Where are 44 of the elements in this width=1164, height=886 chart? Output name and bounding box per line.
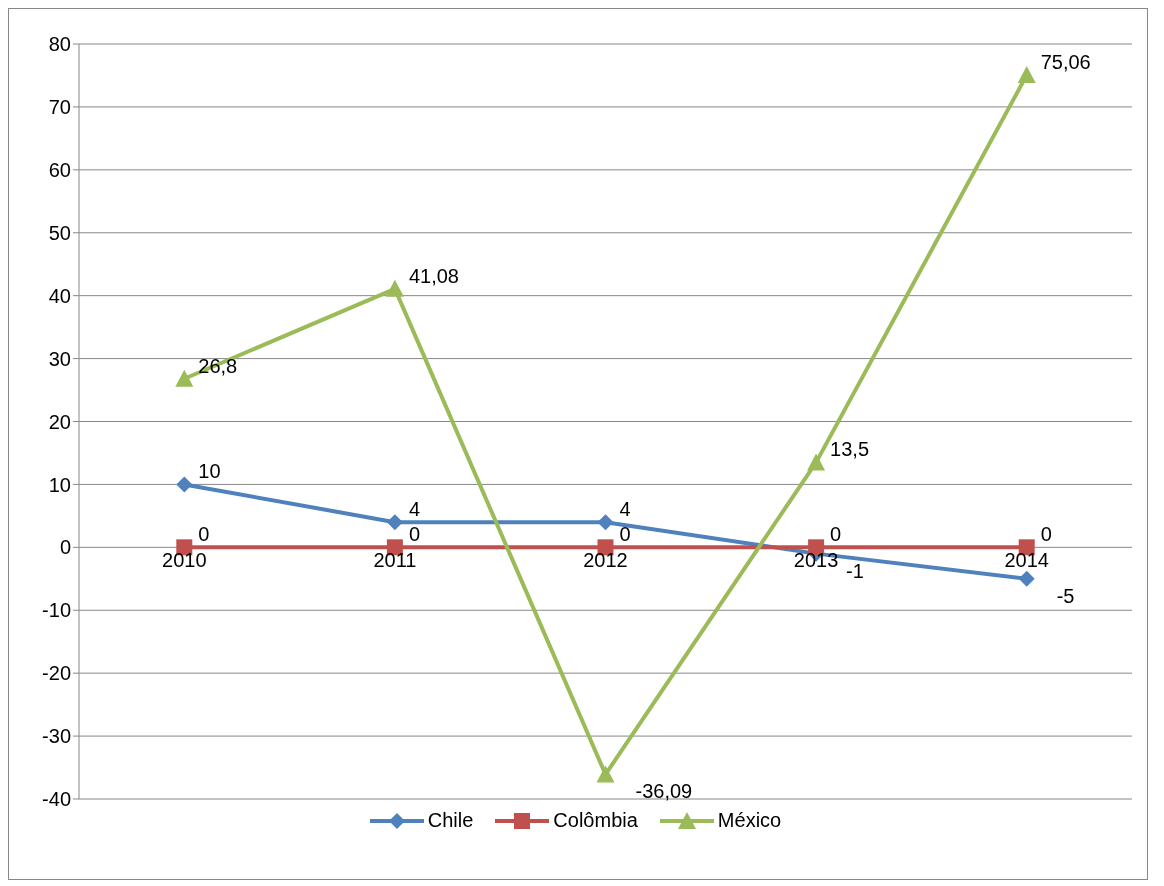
y-tick-label: 70 — [48, 96, 71, 119]
y-tick-label: 50 — [48, 221, 71, 244]
data-label: 0 — [408, 523, 421, 546]
y-tick-label: 80 — [48, 33, 71, 56]
data-label: 0 — [198, 523, 210, 546]
point — [1018, 570, 1035, 587]
legend-label: Colômbia — [552, 809, 638, 832]
point — [596, 765, 615, 783]
point — [807, 453, 826, 471]
y-tick-label: -30 — [42, 725, 71, 748]
data-label: 13,5 — [830, 438, 870, 461]
y-tick-label: 40 — [48, 284, 71, 307]
point — [175, 369, 194, 387]
x-tick-label: 2012 — [583, 549, 628, 572]
x-tick-label: 2011 — [373, 549, 417, 572]
data-label: 0 — [1040, 523, 1052, 546]
x-tick-label: 2010 — [162, 549, 207, 572]
point — [597, 514, 614, 531]
data-label: 4 — [408, 498, 421, 521]
y-tick-label: -20 — [42, 662, 71, 685]
data-label: 4 — [619, 498, 631, 521]
data-label: -5 — [1056, 584, 1075, 607]
y-tick-label: -10 — [42, 599, 71, 622]
data-label: 10 — [198, 460, 221, 483]
y-tick-label: 20 — [48, 410, 71, 433]
point — [176, 476, 193, 493]
point — [386, 514, 403, 531]
data-label: 0 — [830, 523, 842, 546]
legend-label: Chile — [426, 809, 474, 832]
point — [385, 279, 404, 297]
data-label: -36,09 — [635, 780, 693, 803]
point — [1017, 66, 1036, 84]
y-tick-label: 30 — [48, 347, 71, 370]
y-tick-label: -40 — [42, 788, 71, 811]
y-tick-label: 10 — [48, 473, 71, 496]
data-label: 0 — [619, 523, 631, 546]
data-label: 41,08 — [408, 264, 459, 287]
x-tick-label: 2013 — [793, 549, 839, 572]
data-label: -1 — [846, 559, 864, 582]
y-tick-label: 60 — [48, 158, 71, 181]
y-tick-label: 0 — [59, 536, 71, 559]
legend-label: México — [716, 809, 782, 832]
data-label: 75,06 — [1040, 51, 1091, 74]
x-tick-label: 2014 — [1004, 549, 1049, 572]
